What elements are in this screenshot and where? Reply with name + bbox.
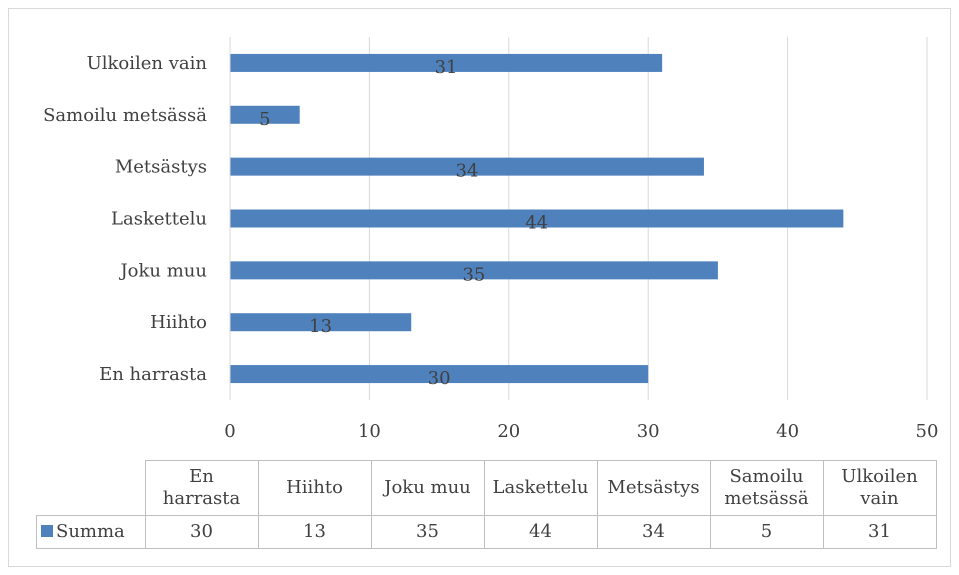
category-label: Samoilu metsässä: [43, 105, 207, 126]
bar: [230, 261, 718, 280]
table-corner-cell: [36, 460, 146, 516]
x-tick-label: 40: [776, 421, 799, 442]
data-label: 5: [259, 109, 270, 130]
legend-key: [41, 524, 53, 537]
bar: [230, 105, 300, 124]
data-label: 44: [525, 213, 548, 234]
data-table: En harrasta Hiihto Joku muu Laskettelu Me…: [36, 460, 937, 549]
category-label: Hiihto: [150, 312, 207, 333]
table-header-cell: En harrasta: [144, 460, 259, 516]
table-value-cell: 35: [370, 514, 485, 549]
table-value-cell: 30: [144, 514, 259, 549]
bar: [230, 157, 704, 176]
table-header-cell: Joku muu: [370, 460, 485, 516]
table-row-header: Summa: [36, 514, 146, 549]
data-label: 31: [435, 57, 458, 78]
data-label: 35: [462, 264, 485, 285]
data-label: 34: [456, 161, 479, 182]
bar: [230, 313, 412, 332]
category-label: Joku muu: [118, 260, 207, 281]
table-header-cell: Laskettelu: [483, 460, 598, 516]
category-label: Metsästys: [115, 157, 207, 178]
table-header-cell: Hiihto: [257, 460, 372, 516]
category-label: En harrasta: [99, 364, 207, 385]
table-value-cell: 5: [709, 514, 824, 549]
x-tick-label: 10: [358, 421, 381, 442]
table-value-cell: 31: [822, 514, 937, 549]
chart-frame: [8, 8, 951, 567]
x-tick-label: 20: [497, 421, 520, 442]
table-value-cell: 44: [483, 514, 598, 549]
x-tick-label: 0: [224, 421, 235, 442]
data-label: 30: [428, 368, 451, 389]
category-label: Ulkoilen vain: [87, 53, 208, 74]
x-tick-label: 50: [916, 421, 939, 442]
x-tick-label: 30: [637, 421, 660, 442]
table-values-row: Summa 30 13 35 44 34 5 31: [36, 514, 937, 549]
table-header-cell: Samoilu metsässä: [709, 460, 824, 516]
bar: [230, 53, 663, 72]
table-header-cell: Metsästys: [596, 460, 711, 516]
bar: [230, 209, 844, 228]
bar: [230, 365, 649, 384]
table-header-row: En harrasta Hiihto Joku muu Laskettelu Me…: [36, 460, 937, 516]
table-value-cell: 13: [257, 514, 372, 549]
table-header-cell: Ulkoilen vain: [822, 460, 937, 516]
category-label: Laskettelu: [111, 209, 207, 230]
data-label: 13: [309, 316, 332, 337]
table-value-cell: 34: [596, 514, 711, 549]
